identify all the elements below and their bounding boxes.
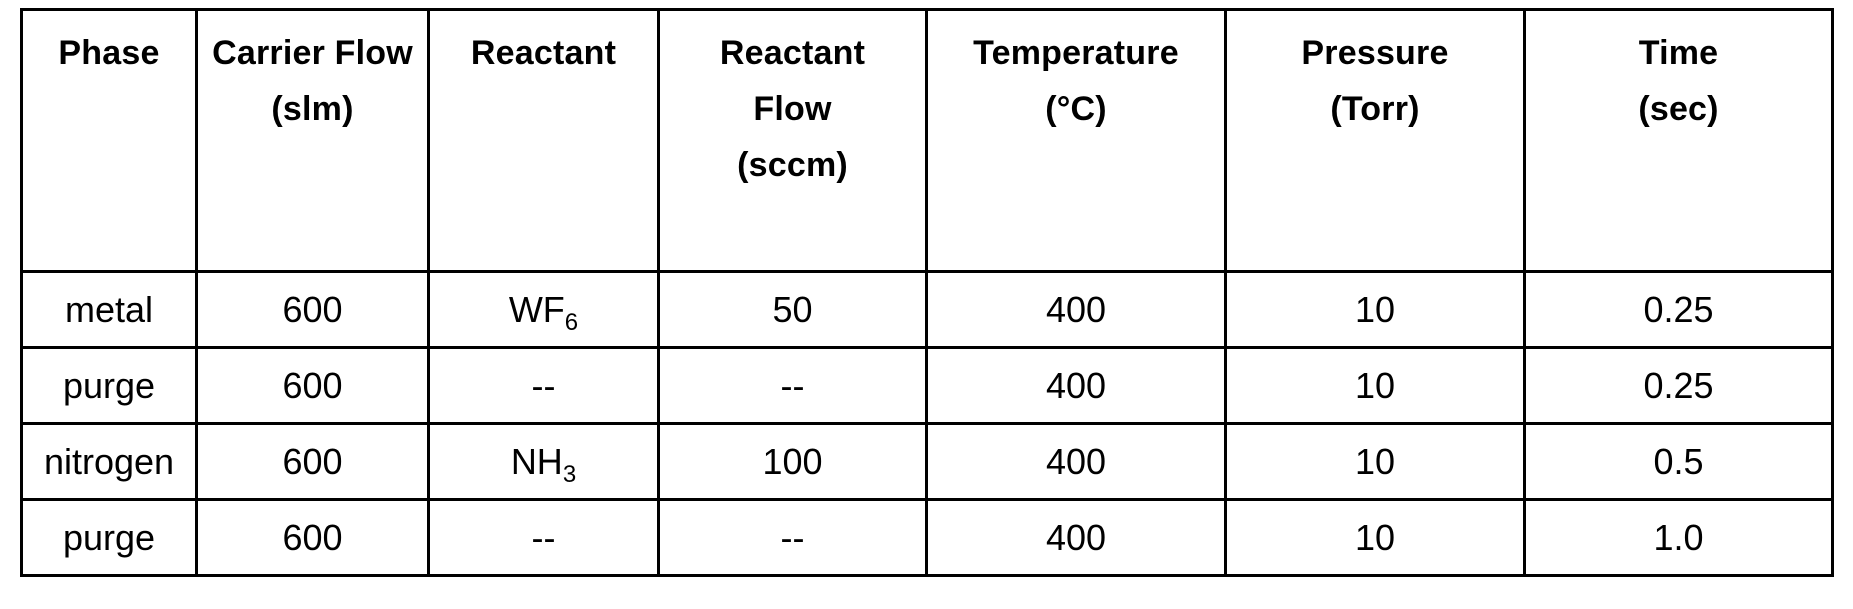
cell-time: 1.0 [1523,498,1834,577]
cell-reactant-flow: -- [657,346,928,425]
cell-reactant: -- [427,346,660,425]
cell-reactant-flow: 100 [657,422,928,501]
reactant-formula: NH [510,440,563,482]
cell-carrier-flow: 600 [195,498,430,577]
cell-reactant-flow: 50 [657,270,928,349]
cell-carrier-flow: 600 [195,270,430,349]
header-pressure-line-2: (Torr) [1330,90,1420,128]
header-time-line-1: Time [1638,34,1719,72]
reactant-formula: WF [508,288,565,330]
reactant-formula: -- [531,364,556,406]
header-reactant: Reactant [427,8,660,273]
cell-reactant-flow: -- [657,498,928,577]
process-table-container: Phase Carrier Flow (slm) Reactant Reacta… [20,8,1834,577]
cell-time: 0.5 [1523,422,1834,501]
cell-reactant: NH3 [427,422,660,501]
cell-pressure: 10 [1224,346,1526,425]
table-row: nitrogen 600 NH3 100 400 10 0.5 [20,422,1834,501]
header-pressure-line-1: Pressure [1301,34,1449,72]
cell-pressure: 10 [1224,422,1526,501]
header-temperature-line-1: Temperature [973,34,1179,72]
header-carrier-flow-line-2: (slm) [271,90,354,128]
cell-time: 0.25 [1523,270,1834,349]
cell-phase: purge [20,346,198,425]
cell-phase: nitrogen [20,422,198,501]
header-phase-line-1: Phase [58,34,160,72]
cell-carrier-flow: 600 [195,422,430,501]
table-row: purge 600 -- -- 400 10 1.0 [20,498,1834,577]
header-carrier-flow: Carrier Flow (slm) [195,8,430,273]
process-table: Phase Carrier Flow (slm) Reactant Reacta… [20,8,1834,577]
cell-temperature: 400 [925,498,1227,577]
header-temperature: Temperature (°C) [925,8,1227,273]
header-time-line-2: (sec) [1638,90,1719,128]
cell-time: 0.25 [1523,346,1834,425]
reactant-formula: -- [531,516,556,558]
reactant-subscript: 6 [564,308,579,336]
header-phase: Phase [20,8,198,273]
header-reactant-flow-line-1: Reactant [719,34,866,72]
cell-pressure: 10 [1224,270,1526,349]
header-pressure: Pressure (Torr) [1224,8,1526,273]
table-header: Phase Carrier Flow (slm) Reactant Reacta… [20,8,1834,273]
header-reactant-line-1: Reactant [470,34,617,72]
cell-reactant: -- [427,498,660,577]
cell-temperature: 400 [925,346,1227,425]
cell-pressure: 10 [1224,498,1526,577]
cell-phase: metal [20,270,198,349]
cell-temperature: 400 [925,422,1227,501]
cell-carrier-flow: 600 [195,346,430,425]
cell-phase: purge [20,498,198,577]
cell-temperature: 400 [925,270,1227,349]
header-temperature-line-2: (°C) [1045,90,1107,128]
header-reactant-flow-line-3: (sccm) [737,146,848,184]
header-time: Time (sec) [1523,8,1834,273]
cell-reactant: WF6 [427,270,660,349]
table-row: purge 600 -- -- 400 10 0.25 [20,346,1834,425]
header-row: Phase Carrier Flow (slm) Reactant Reacta… [20,8,1834,273]
header-reactant-flow-line-2: Flow [753,90,832,128]
header-reactant-flow: Reactant Flow (sccm) [657,8,928,273]
reactant-subscript: 3 [562,460,577,488]
table-body: metal 600 WF6 50 400 10 0.25 purge 600 -… [20,270,1834,577]
table-row: metal 600 WF6 50 400 10 0.25 [20,270,1834,349]
header-carrier-flow-line-1: Carrier Flow [212,34,413,72]
